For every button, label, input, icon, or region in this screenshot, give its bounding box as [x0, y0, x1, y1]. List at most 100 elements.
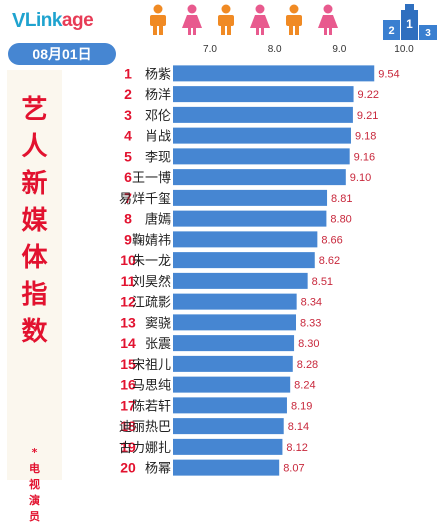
value-label: 8.34 [301, 297, 322, 309]
side-subtitle-char: 演 [29, 494, 40, 507]
category-label: 杨幂 [145, 462, 171, 477]
category-label: 刘昊然 [132, 274, 171, 290]
x-tick-label: 8.0 [268, 44, 282, 55]
bar [173, 189, 328, 206]
side-title-panel: 艺 人 新 媒 体 指 数 * 电 视 演 员 [7, 70, 62, 523]
rank-label: 10 [120, 252, 136, 268]
bar [173, 376, 291, 393]
value-label: 8.51 [312, 276, 333, 288]
bar [173, 355, 293, 372]
rank-label: 15 [120, 356, 136, 372]
x-tick-label: 7.0 [203, 44, 217, 55]
bar [173, 314, 297, 331]
vlinkage-logo: V Link age [12, 6, 94, 36]
logo-v: V [12, 9, 25, 32]
side-subtitle-char: 员 [29, 510, 40, 523]
category-label: 马思纯 [132, 379, 171, 394]
rank-label: 9 [124, 231, 132, 247]
rank-label: 6 [124, 169, 132, 185]
rank-label: 8 [124, 211, 132, 227]
bar [173, 397, 287, 414]
rank-label: 3 [124, 107, 132, 123]
value-label: 9.54 [378, 68, 399, 80]
x-tick-label: 9.0 [332, 44, 346, 55]
value-label: 8.33 [300, 317, 321, 329]
value-label: 8.12 [286, 442, 307, 454]
value-label: 8.81 [331, 193, 352, 205]
value-label: 9.16 [354, 151, 375, 163]
bar [173, 106, 353, 123]
side-subtitle-char: * [31, 446, 38, 459]
bar [173, 459, 280, 476]
bar [173, 335, 295, 352]
podium-label-2: 2 [388, 25, 394, 37]
rank-label: 11 [121, 273, 136, 289]
value-label: 8.24 [294, 380, 315, 392]
x-tick-label: 10.0 [394, 44, 414, 55]
value-label: 9.22 [358, 89, 379, 101]
chart-page: V Link age [7, 4, 437, 523]
rank-label: 20 [120, 460, 136, 476]
rank-label: 4 [124, 128, 132, 144]
bar [173, 127, 351, 144]
bar-chart: 7.0 8.0 9.0 10.0 1 杨紫 9.54 2 杨洋 9.22 3 邓伦 9.21 4 肖战 9.1… [119, 44, 414, 477]
rank-label: 2 [124, 86, 132, 102]
bar [173, 293, 297, 310]
value-label: 9.21 [357, 110, 378, 122]
rank-label: 14 [120, 335, 136, 351]
value-label: 9.18 [355, 131, 376, 143]
logo-link: Link [24, 10, 63, 31]
rank-label: 7 [124, 190, 132, 206]
person-male-icon [150, 4, 166, 35]
rank-label: 13 [120, 314, 136, 330]
rank-label: 18 [120, 418, 136, 434]
rank-label: 5 [124, 148, 132, 164]
side-title-char: 指 [21, 280, 48, 310]
rank-label: 1 [124, 65, 132, 81]
category-label: 陈若轩 [132, 398, 171, 414]
podium-icon: 2 1 3 [383, 4, 437, 40]
date-badge: 08月01日 [8, 43, 116, 65]
category-label: 张震 [145, 337, 171, 352]
person-male-icon [286, 4, 302, 35]
bar [173, 210, 327, 227]
side-title-char: 体 [21, 243, 48, 273]
value-label: 9.10 [350, 172, 371, 184]
category-label: 王一博 [132, 171, 171, 186]
people-icons [145, 4, 345, 36]
value-label: 8.14 [288, 421, 309, 433]
category-label: 邓伦 [145, 109, 171, 124]
category-label: 杨洋 [145, 88, 171, 103]
side-subtitle-char: 电 [29, 462, 40, 475]
podium-label-3: 3 [425, 28, 431, 39]
category-label: 易烊千玺 [119, 192, 171, 207]
rank-label: 16 [120, 377, 136, 393]
side-title-char: 数 [21, 317, 48, 347]
person-female-icon [318, 4, 338, 35]
category-label: 窦骁 [145, 316, 171, 331]
person-male-icon [218, 4, 234, 35]
value-label: 8.07 [283, 463, 304, 475]
bar [173, 252, 315, 269]
bar [173, 148, 350, 165]
value-label: 8.30 [298, 338, 319, 350]
side-title: 艺 人 新 媒 体 指 数 [7, 92, 62, 351]
bar [173, 272, 308, 289]
category-label: 朱一龙 [132, 254, 171, 269]
value-label: 8.28 [297, 359, 318, 371]
bar [173, 231, 318, 248]
rank-label: 19 [120, 439, 136, 455]
podium-label-1: 1 [406, 17, 413, 31]
side-title-char: 媒 [21, 206, 48, 236]
category-label: 宋祖儿 [132, 358, 171, 373]
category-label: 李现 [145, 150, 171, 165]
side-title-char: 艺 [21, 95, 48, 125]
category-label: 古力娜扎 [119, 441, 171, 456]
category-label: 杨紫 [145, 67, 171, 82]
side-title-char: 新 [21, 169, 48, 199]
bar [173, 418, 284, 435]
person-female-icon [182, 4, 202, 35]
value-label: 8.62 [319, 255, 340, 267]
category-label: 鞠婧祎 [132, 233, 171, 248]
person-female-icon [250, 4, 270, 35]
